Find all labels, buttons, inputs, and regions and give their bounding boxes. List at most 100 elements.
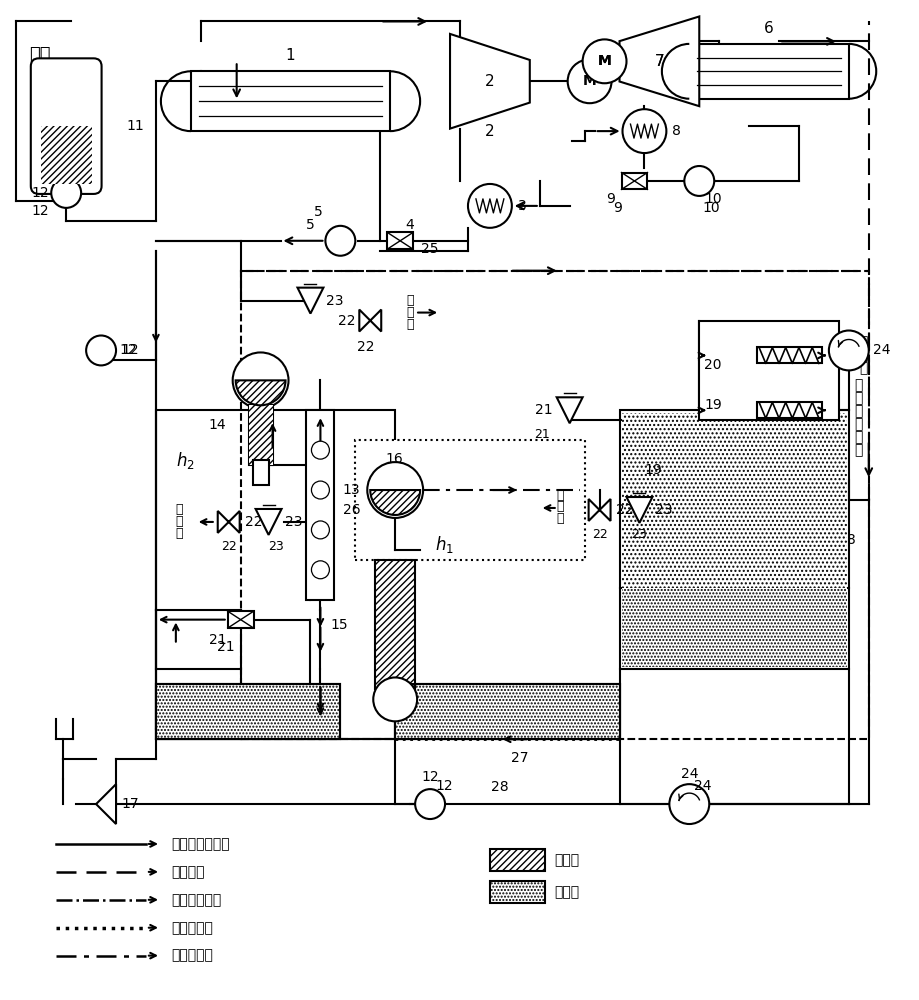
Circle shape [325, 226, 355, 256]
Polygon shape [449, 34, 529, 129]
Wedge shape [369, 490, 420, 515]
Polygon shape [359, 310, 380, 332]
Text: 19: 19 [643, 463, 662, 477]
Text: 11: 11 [126, 119, 143, 133]
Circle shape [312, 481, 329, 499]
Circle shape [312, 441, 329, 459]
Text: M: M [597, 54, 611, 68]
Bar [248, 405, 272, 465]
Text: 对: 对 [854, 378, 862, 392]
Text: 稀溶液: 稀溶液 [554, 885, 579, 899]
Text: 气: 气 [406, 318, 414, 331]
Text: 27: 27 [511, 751, 528, 765]
Text: 大: 大 [406, 306, 414, 319]
Circle shape [567, 59, 611, 103]
Circle shape [622, 109, 665, 153]
Bar [756, 402, 821, 418]
Circle shape [414, 789, 445, 819]
Text: 5: 5 [313, 205, 323, 219]
Text: 17: 17 [121, 797, 139, 811]
Text: 13: 13 [342, 483, 359, 497]
Text: 12: 12 [31, 204, 49, 218]
Text: 9: 9 [606, 192, 615, 206]
Bar [241, 271, 868, 739]
Text: 20: 20 [704, 358, 721, 372]
Text: 28: 28 [491, 780, 508, 794]
Circle shape [312, 521, 329, 539]
Text: 浓溶液走向: 浓溶液走向 [171, 949, 212, 963]
Bar [155, 410, 395, 739]
Text: 24: 24 [872, 343, 890, 357]
Text: 冷凝液体走向: 冷凝液体走向 [171, 893, 221, 907]
Text: 排: 排 [555, 489, 562, 502]
Text: 大: 大 [555, 500, 562, 513]
Text: 4: 4 [404, 218, 414, 232]
Text: 排: 排 [406, 294, 414, 307]
Text: 19: 19 [704, 398, 721, 412]
Text: 26: 26 [342, 503, 360, 517]
Bar [621, 413, 845, 588]
Circle shape [367, 462, 423, 518]
Text: 外: 外 [854, 391, 862, 405]
Bar [395, 684, 618, 739]
Text: 循: 循 [854, 404, 862, 418]
Text: 23: 23 [268, 540, 284, 553]
Text: 排: 排 [175, 503, 182, 516]
Text: 25: 25 [421, 242, 438, 256]
Text: 10: 10 [701, 201, 719, 215]
Text: 却: 却 [858, 348, 867, 362]
Circle shape [669, 784, 709, 824]
Polygon shape [218, 511, 240, 533]
Text: 14: 14 [208, 418, 225, 432]
Bar [621, 588, 845, 667]
Polygon shape [297, 288, 323, 314]
Text: 24: 24 [694, 779, 711, 793]
Text: 22: 22 [615, 503, 632, 517]
Text: 23: 23 [326, 294, 344, 308]
Text: 22: 22 [357, 340, 374, 354]
Text: 21: 21 [209, 633, 226, 647]
Text: 18: 18 [838, 533, 856, 547]
Bar [228, 611, 254, 628]
Text: 23: 23 [654, 503, 672, 517]
Text: 23: 23 [631, 528, 647, 541]
Circle shape [468, 184, 511, 228]
Circle shape [86, 335, 116, 365]
Bar [698, 321, 838, 420]
Bar [490, 881, 544, 903]
Text: 3: 3 [517, 199, 526, 213]
FancyBboxPatch shape [30, 58, 101, 194]
Bar [618, 410, 848, 669]
Bar [688, 44, 848, 99]
Bar [190, 71, 390, 131]
Bar [40, 126, 92, 184]
Text: 浓溶液: 浓溶液 [554, 853, 579, 867]
Text: 气液混合物走向: 气液混合物走向 [171, 837, 229, 851]
Text: 5: 5 [305, 218, 314, 232]
Text: 6: 6 [764, 21, 773, 36]
Text: 12: 12 [421, 770, 438, 784]
Circle shape [51, 178, 81, 208]
Text: 24: 24 [680, 767, 698, 781]
Text: 气: 气 [175, 527, 182, 540]
Bar [248, 405, 272, 465]
Polygon shape [556, 397, 582, 423]
Text: 余热: 余热 [29, 46, 51, 64]
Bar [155, 684, 340, 739]
Text: 22: 22 [591, 528, 607, 541]
Text: $h_2$: $h_2$ [176, 450, 195, 471]
Text: 制: 制 [854, 430, 862, 444]
Bar [375, 560, 414, 689]
Text: 12: 12 [121, 343, 139, 357]
Text: M: M [597, 54, 611, 68]
Circle shape [684, 166, 713, 196]
Polygon shape [626, 497, 652, 523]
Text: 源: 源 [29, 71, 40, 89]
Bar [306, 410, 334, 600]
Polygon shape [588, 499, 610, 521]
Circle shape [828, 331, 868, 370]
Text: 气: 气 [555, 512, 562, 525]
Text: 22: 22 [221, 540, 236, 553]
Text: 8: 8 [672, 124, 680, 138]
Bar [621, 173, 647, 189]
